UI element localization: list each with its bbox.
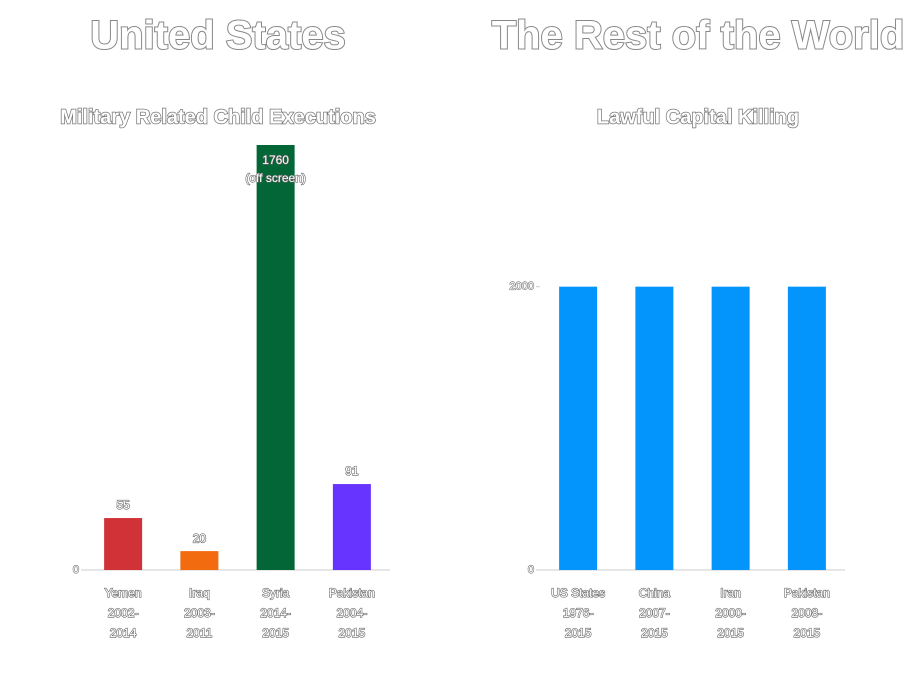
y-tick-label: 0 [73,564,79,576]
x-tick-label: China [639,586,671,600]
x-tick-label: 2011 [186,626,212,640]
x-tick-label: 2015 [641,626,668,640]
bar [711,286,750,570]
bar [787,286,826,570]
y-tick-label: 0 [528,564,534,576]
value-label: 20 [193,531,207,545]
x-tick-label: 2014- [260,606,291,620]
bar [256,145,295,570]
x-tick-label: 2008- [792,606,823,620]
x-tick-label: 2000- [715,606,746,620]
bars [104,145,371,570]
x-tick-label: 2002- [108,606,139,620]
bars [559,286,826,570]
annotation: (off screen) [245,171,305,185]
x-tick-label: US States [551,586,605,600]
x-tick-label: 2014 [110,626,137,640]
x-tick-label: Pakistan [329,586,375,600]
x-tick-label: 2004- [337,606,368,620]
x-tick-label: 2015 [339,626,366,640]
x-tick-label: 2015 [262,626,289,640]
bar [180,551,219,570]
chart-subtitle: Military Related Child Executions [60,106,376,128]
bar [104,518,143,570]
x-tick-label: 2015 [565,626,592,640]
x-tick-label: Yemen [105,586,142,600]
bar [332,484,371,570]
bar [635,286,674,570]
x-tick-label: 2003- [184,606,215,620]
x-tick-label: 2007- [639,606,670,620]
value-label: 1760 [262,153,289,167]
chart-subtitle: Lawful Capital Killing [597,106,799,128]
x-tick-label: Syria [262,586,290,600]
chart-title: United States [90,14,346,58]
x-tick-label: 1976- [563,606,594,620]
value-label: 91 [345,464,359,478]
x-tick-label: Pakistan [784,586,830,600]
value-label: 55 [116,498,130,512]
x-tick-label: Iraq [189,586,210,600]
x-tick-label: Iran [720,586,741,600]
y-tick-label: 2000 [510,281,534,293]
x-tick-label: 2015 [717,626,744,640]
chart-title: The Rest of the World [492,14,905,58]
bar [559,286,598,570]
x-tick-label: 2015 [794,626,821,640]
